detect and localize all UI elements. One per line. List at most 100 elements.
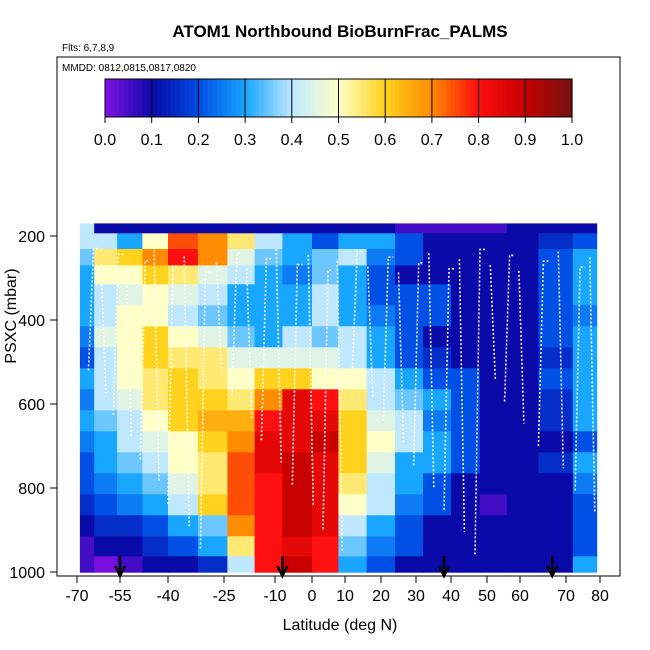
colorbar-swatch [156,79,162,117]
heatmap-cell [197,410,228,432]
heatmap-cell [572,305,598,327]
colorbar-swatch [305,79,312,117]
colorbar-swatch [515,79,522,117]
heatmap-cell [117,515,143,537]
heatmap-cell [79,494,95,516]
colorbar-swatch [529,79,536,117]
heatmap-cell [79,389,95,411]
colorbar-swatch [520,79,526,117]
heatmap-cell [451,515,481,537]
heatmap-cell [227,473,256,495]
colorbar-swatch [534,79,540,117]
colorbar-swatch [539,79,545,117]
heatmap-cell [338,515,368,537]
colorbar-swatch [142,79,148,117]
colorbar-swatch [562,79,568,117]
colorbar-swatch [198,79,204,117]
heatmap-cell [451,347,481,369]
colorbar-swatch [161,79,167,117]
heatmap-cell [254,473,283,495]
colorbar-swatch [259,79,265,117]
colorbar-swatch [557,79,564,117]
colorbar-swatch [254,79,260,117]
heatmap-cell [94,305,118,327]
heatmap-cell [538,223,574,234]
heatmap-cell [94,431,118,453]
colorbar-swatch [179,79,185,117]
heatmap-cell [479,515,508,537]
heatmap-cell [227,223,256,234]
heatmap-cell [254,265,283,285]
colorbar-swatch [184,79,190,117]
heatmap-cell [227,431,256,453]
heatmap-cell [254,368,283,390]
colorbar-swatch [543,79,550,117]
heatmap-cell [197,233,228,250]
heatmap-cell [142,494,169,516]
heatmap-cell [79,223,95,234]
heatmap-cell [254,452,283,474]
colorbar-swatch [301,79,307,117]
heatmap-cell [506,347,539,369]
heatmap-cell [227,368,256,390]
colorbar-swatch [282,79,288,117]
heatmap-cell [168,536,199,557]
heatmap-cell [117,473,143,495]
heatmap-cell [366,536,396,557]
heatmap-cell [366,515,396,537]
colorbar-swatch [422,79,428,117]
heatmap-cell [572,410,598,432]
heatmap-cell [572,233,598,250]
heatmap-cell [197,223,228,234]
colorbar-swatch [235,79,242,117]
heatmap-cell [312,326,339,348]
heatmap-cell [572,389,598,411]
heatmap-cell [338,368,368,390]
heatmap-cell [572,249,598,266]
heatmap-cell [366,431,396,453]
flights-label: Flts: 6,7,8,9 [62,43,115,54]
heatmap-cell [451,284,481,306]
heatmap-cell [117,249,143,266]
heatmap-cell [254,347,283,369]
colorbar-swatch [408,79,414,117]
heatmap-cell [506,305,539,327]
heatmap-cell [423,249,452,266]
heatmap-cell [227,265,256,285]
heatmap-cell [423,265,452,285]
colorbar-swatch [151,79,157,117]
heatmap-cell [197,368,228,390]
colorbar-tick-label: 0.7 [421,132,443,149]
flight-track [87,247,596,555]
heatmap-cell [572,494,598,516]
heatmap-cell [197,284,228,306]
heatmap-cell [479,431,508,453]
heatmap-cell [538,494,574,516]
heatmap-cell [94,347,118,369]
heatmap-cell [227,249,256,266]
colorbar-tick-label: 0.0 [94,132,116,149]
heatmap-cell [227,326,256,348]
heatmap-cell [254,494,283,516]
heatmap-cell [282,284,313,306]
heatmap-cell [282,536,313,557]
heatmap-cell [538,305,574,327]
colorbar-swatch [109,79,115,117]
x-axis: -70 -55 -40 -25 -10 0 10 20 30 40 50 60 70 80 [65,575,609,605]
heatmap-cell [197,326,228,348]
heatmap-cell [395,368,424,390]
y-tick-label: 600 [18,397,45,414]
colorbar-swatch [389,79,396,117]
heatmap-cell [338,265,368,285]
colorbar-swatch [567,79,573,117]
heatmap-cell [227,556,256,573]
heatmap-cell [142,556,169,573]
colorbar-swatch [133,79,139,117]
heatmap-cell [338,326,368,348]
colorbar-swatch [315,79,321,117]
colorbar-swatch [128,79,134,117]
x-tick-label: -25 [212,588,235,605]
colorbar-swatch [469,79,475,117]
colorbar-swatch [399,79,405,117]
heatmap-cell [117,347,143,369]
